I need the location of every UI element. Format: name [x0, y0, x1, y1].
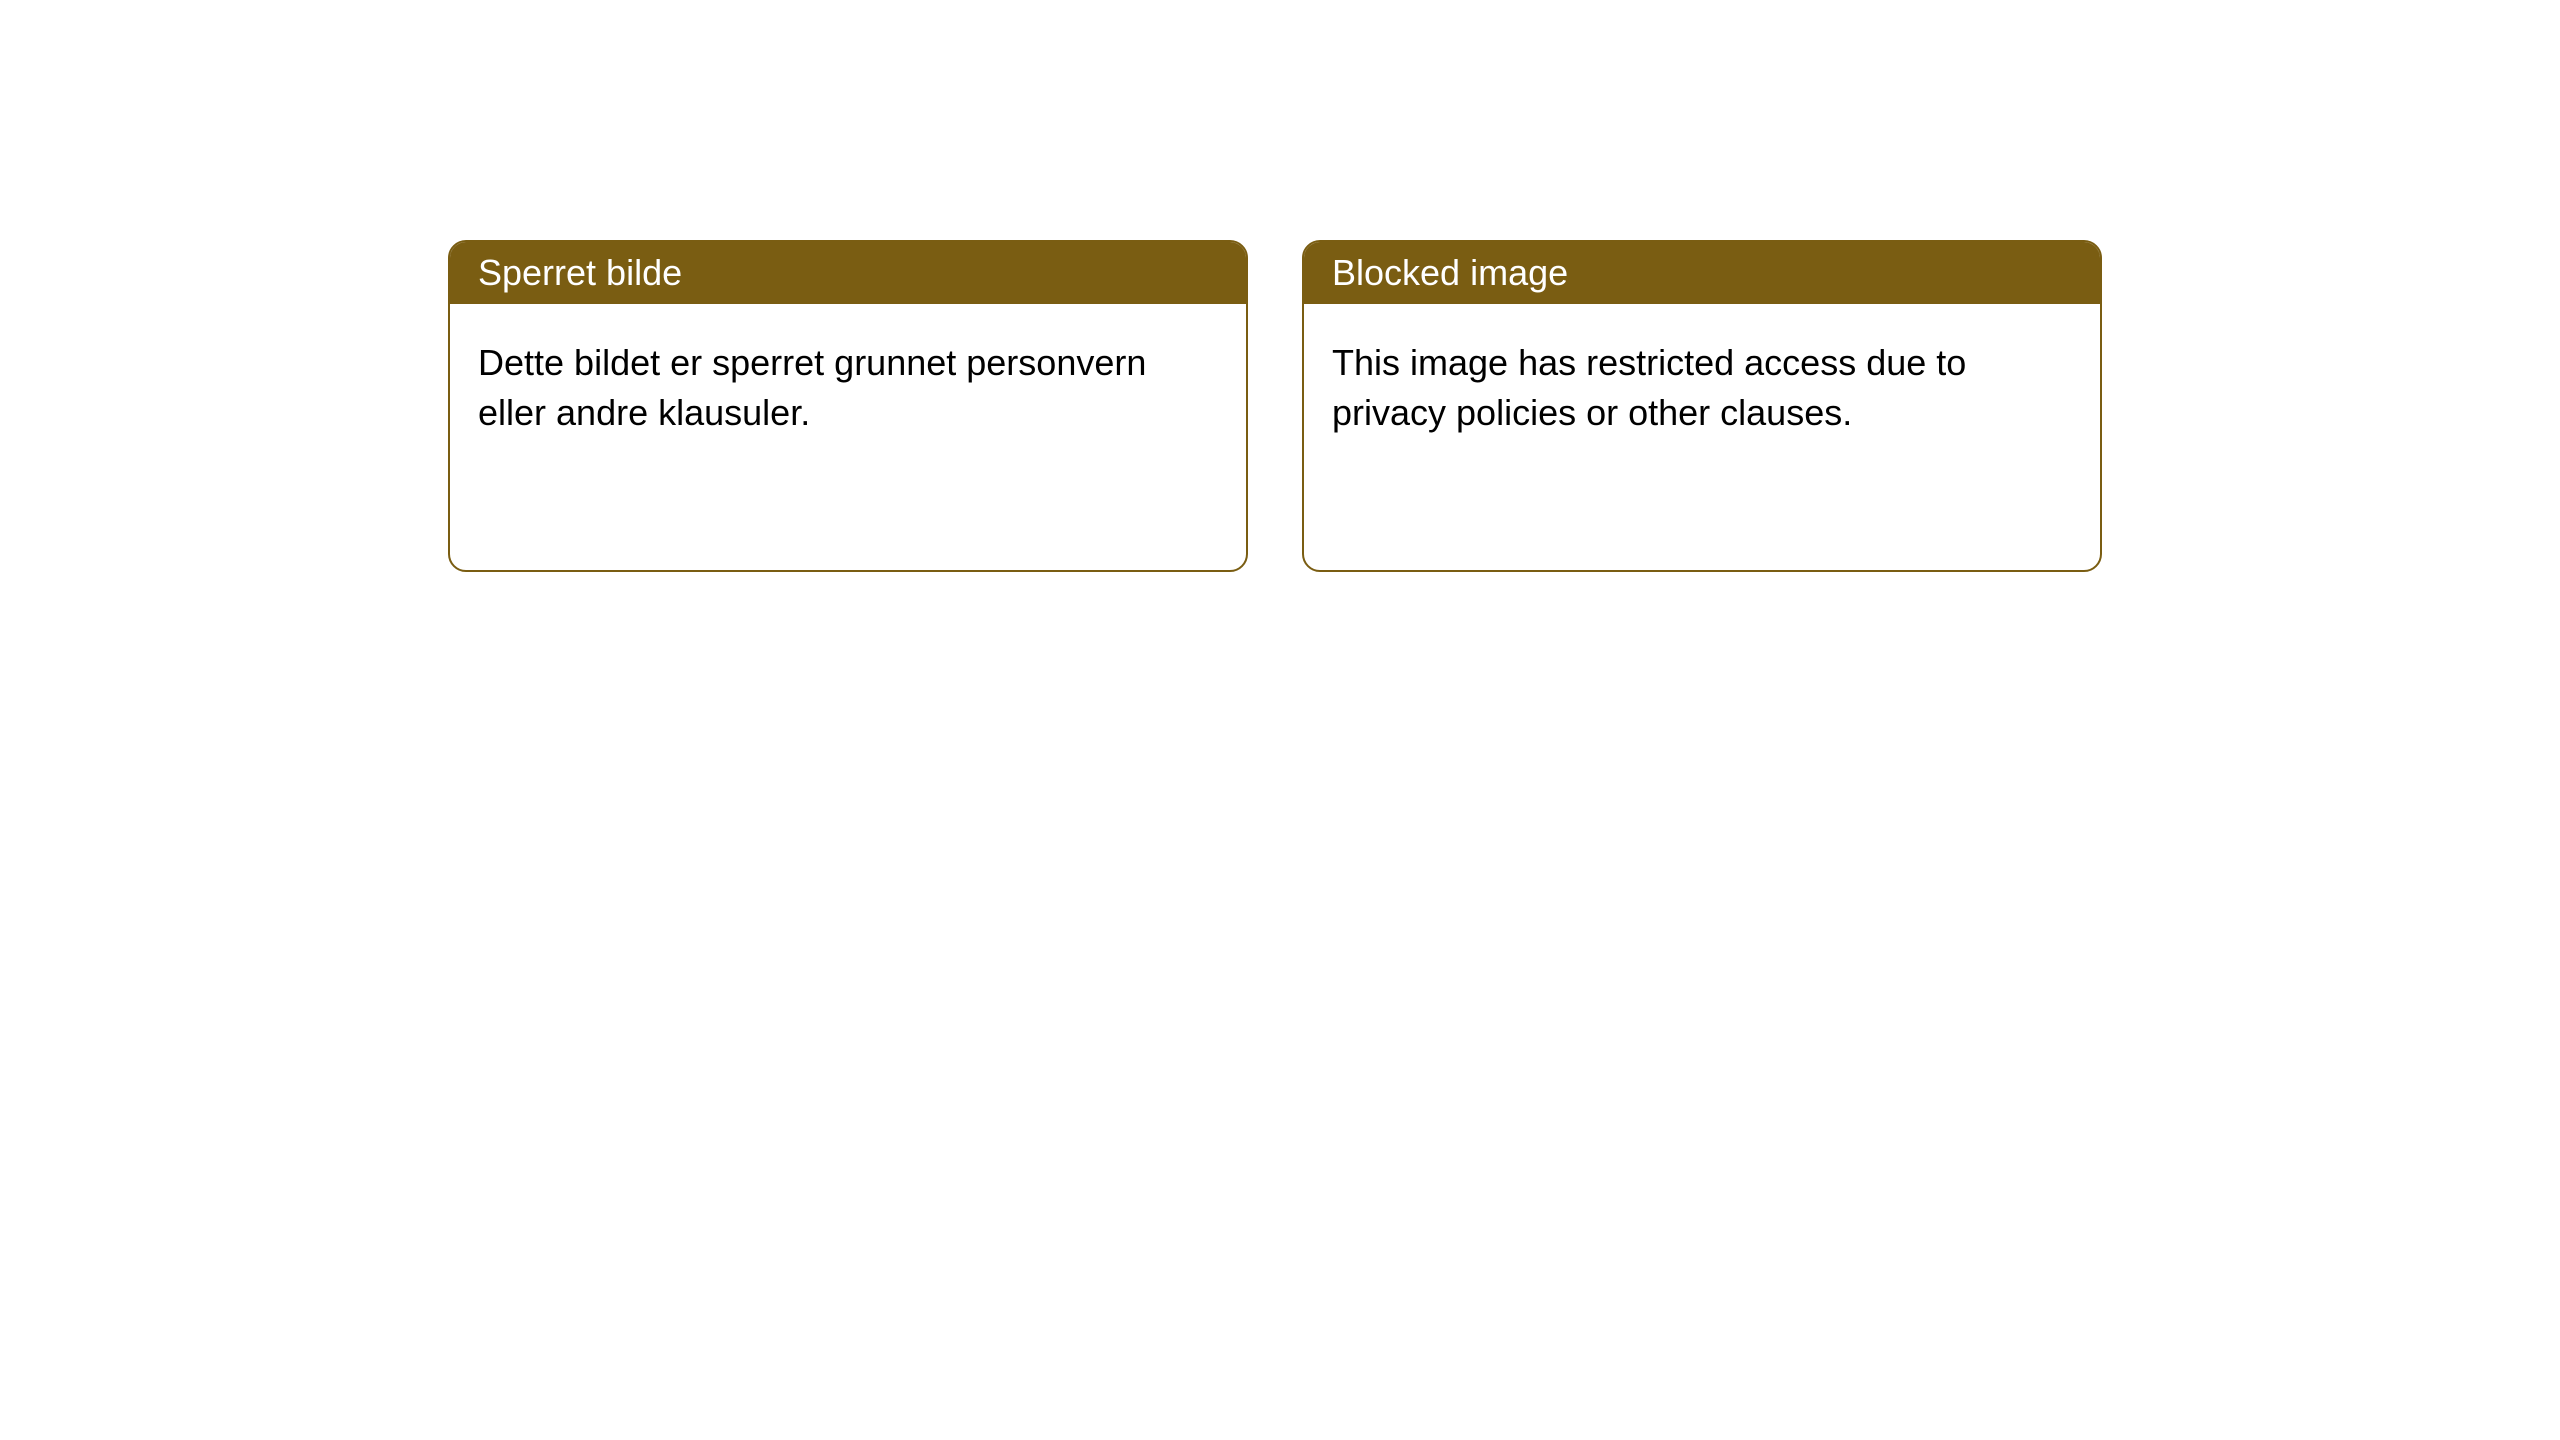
notice-container: Sperret bilde Dette bildet er sperret gr… — [0, 0, 2560, 572]
notice-card-english: Blocked image This image has restricted … — [1302, 240, 2102, 572]
notice-header: Sperret bilde — [450, 242, 1246, 304]
notice-header: Blocked image — [1304, 242, 2100, 304]
notice-body: This image has restricted access due to … — [1304, 304, 2100, 473]
notice-body: Dette bildet er sperret grunnet personve… — [450, 304, 1246, 473]
notice-card-norwegian: Sperret bilde Dette bildet er sperret gr… — [448, 240, 1248, 572]
